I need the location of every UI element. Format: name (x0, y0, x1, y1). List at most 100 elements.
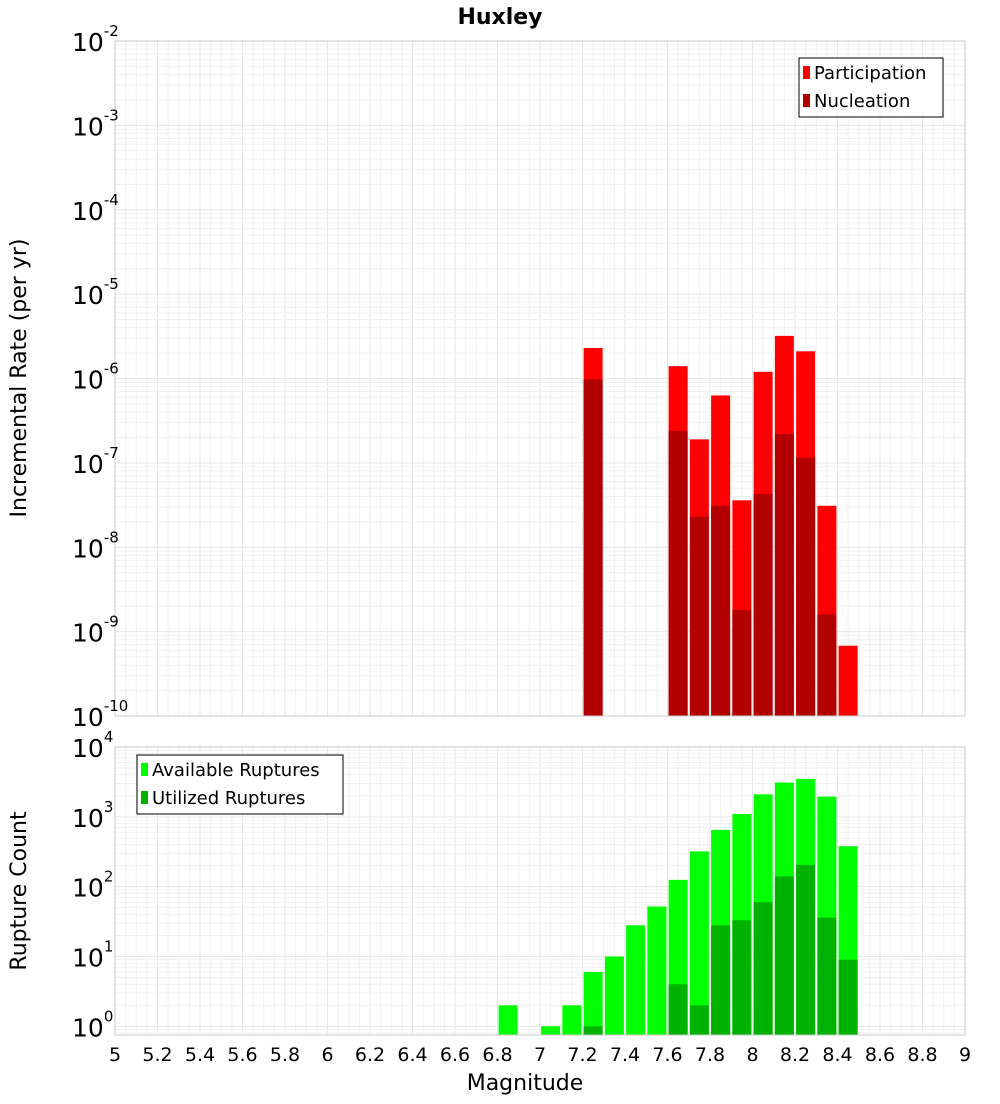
x-tick-label: 6.6 (440, 1044, 470, 1066)
x-axis-label: Magnitude (467, 1071, 584, 1096)
x-tick-label: 5.4 (185, 1044, 215, 1066)
legend-label-utilized: Utilized Ruptures (152, 788, 305, 809)
y-tick-label: 10-2 (72, 22, 119, 57)
y-tick-exponent: 4 (104, 728, 114, 746)
legend: Participation Nucleation (798, 57, 944, 118)
bar-nucleation (796, 457, 816, 716)
y-tick-label: 100 (72, 1007, 113, 1042)
legend: Available Ruptures Utilized Ruptures (136, 754, 344, 815)
y-tick-exponent: 2 (104, 868, 114, 886)
y-tick-exponent: -2 (104, 22, 119, 40)
x-tick-label: 6 (321, 1044, 333, 1066)
bar-utilized (583, 1026, 603, 1035)
x-tick-label: 8.4 (822, 1044, 852, 1066)
y-tick-label: 103 (72, 798, 113, 833)
legend-label-participation: Participation (814, 63, 926, 84)
y-tick-exponent: -4 (104, 191, 119, 209)
gridlines (114, 40, 966, 717)
bar-utilized (817, 917, 837, 1035)
bar-available (604, 956, 624, 1035)
x-tick-label: 8.8 (907, 1044, 937, 1066)
bar-utilized (689, 1005, 709, 1035)
chart-title: Huxley (457, 5, 542, 30)
x-tick-label: 7.2 (567, 1044, 597, 1066)
bar-nucleation (668, 430, 688, 716)
x-tick-label: 8 (746, 1044, 758, 1066)
y-tick-exponent: -7 (104, 444, 119, 462)
bar-available (562, 1005, 582, 1035)
x-tick-label: 6.4 (397, 1044, 427, 1066)
legend-swatch-utilized (141, 791, 148, 804)
bars (583, 335, 858, 716)
y-tick-label: 10-3 (72, 106, 119, 141)
x-tick-label: 5.8 (270, 1044, 300, 1066)
y-axis-ticks: 10-10 10-9 10-8 10-7 10-6 10-5 10-4 10-3 10-2 (72, 22, 128, 732)
bar-nucleation (689, 516, 709, 716)
legend-swatch-participation (803, 66, 810, 79)
y-tick-exponent: -8 (104, 528, 119, 546)
x-axis-ticks: 5 5.2 5.4 5.6 5.8 6 6.2 6.4 6.6 6.8 7 7.2 7.4 7.6 7.8 8… (109, 1044, 971, 1066)
y-tick-label: 10-7 (72, 444, 119, 479)
legend-box (136, 754, 344, 815)
bar-available (498, 1005, 518, 1035)
y-tick-label: 102 (72, 868, 113, 903)
bar-nucleation (817, 614, 837, 716)
bar-nucleation (753, 493, 773, 716)
y-tick-exponent: -5 (104, 275, 119, 293)
bar-utilized (753, 902, 773, 1035)
x-tick-label: 6.2 (355, 1044, 385, 1066)
legend-swatch-nucleation (803, 94, 810, 107)
bar-available (583, 971, 603, 1035)
bar-utilized (838, 959, 858, 1035)
y-tick-label: 10-5 (72, 275, 119, 310)
bar-participation (838, 645, 858, 716)
plot-frame (114, 746, 966, 1036)
bar-nucleation (711, 505, 731, 716)
x-tick-label: 5.6 (227, 1044, 257, 1066)
bar-utilized (774, 876, 794, 1035)
y-tick-label: 104 (72, 728, 113, 763)
bar-utilized (796, 864, 816, 1035)
bar-available (541, 1026, 561, 1035)
y-tick-exponent: 1 (104, 937, 114, 955)
y-tick-exponent: 3 (104, 798, 114, 816)
x-tick-label: 9 (959, 1044, 971, 1066)
y-tick-exponent: -9 (104, 613, 119, 631)
y-tick-label: 10-9 (72, 613, 119, 648)
y-axis-label: Rupture Count (7, 811, 32, 971)
y-tick-exponent: -10 (104, 697, 129, 715)
x-tick-label: 7.4 (610, 1044, 640, 1066)
bars (498, 778, 858, 1035)
legend-label-available: Available Ruptures (152, 760, 320, 781)
x-tick-label: 5.2 (142, 1044, 172, 1066)
x-tick-label: 7.8 (695, 1044, 725, 1066)
y-tick-label: 10-6 (72, 360, 119, 395)
legend-swatch-available (141, 763, 148, 776)
bar-available (626, 925, 646, 1035)
y-tick-label: 10-4 (72, 191, 119, 226)
legend-label-nucleation: Nucleation (814, 91, 910, 112)
bar-utilized (668, 984, 688, 1035)
bar-nucleation (732, 610, 752, 716)
y-tick-exponent: 0 (104, 1007, 114, 1025)
bar-nucleation (774, 433, 794, 716)
y-tick-label: 101 (72, 937, 113, 972)
bar-nucleation (583, 379, 603, 716)
x-tick-label: 8.6 (865, 1044, 895, 1066)
plot-frame (114, 40, 966, 717)
plot-panel-1: 10-10 10-9 10-8 10-7 10-6 10-5 10-4 10-3 10-2 Inc… (7, 22, 966, 732)
y-tick-exponent: -6 (104, 360, 119, 378)
x-tick-label: 6.8 (482, 1044, 512, 1066)
bar-available (647, 906, 667, 1035)
bar-utilized (732, 920, 752, 1035)
y-tick-label: 10-8 (72, 528, 119, 563)
y-tick-label: 10-10 (72, 697, 128, 732)
x-tick-label: 8.2 (780, 1044, 810, 1066)
x-tick-label: 5 (109, 1044, 121, 1066)
bar-utilized (711, 925, 731, 1035)
x-tick-label: 7 (534, 1044, 546, 1066)
